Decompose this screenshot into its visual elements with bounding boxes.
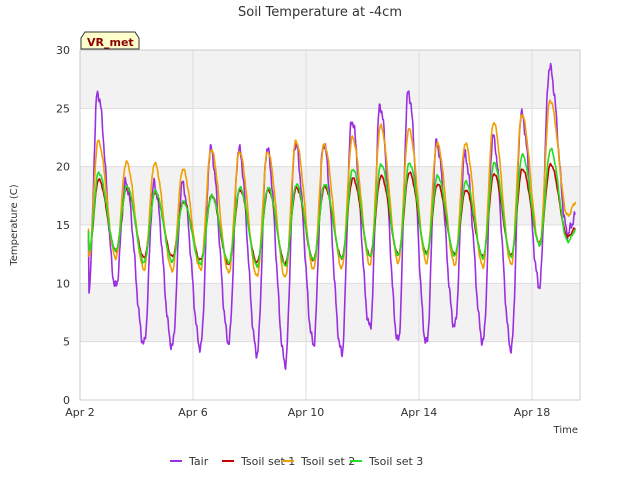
y-axis-label: Temperature (C) [9, 184, 20, 266]
series-line-tair [87, 62, 576, 371]
series-line-tsoil-set-3 [87, 147, 577, 269]
site-badge-label: VR_met [87, 36, 134, 49]
y-tick-labels: 0 5 10 15 20 25 30 [56, 44, 70, 407]
x-tick-label: Apr 2 [65, 406, 95, 419]
legend-label: Tair [188, 455, 209, 468]
x-tick-labels: Apr 2 Apr 6 Apr 10 Apr 14 Apr 18 [65, 406, 550, 419]
y-tick-label: 20 [56, 161, 70, 174]
site-badge: VR_met [80, 31, 140, 50]
x-tick-label: Apr 18 [514, 406, 551, 419]
legend-label: Tsoil set 1 [240, 455, 295, 468]
y-tick-label: 5 [63, 336, 70, 349]
y-tick-label: 10 [56, 277, 70, 290]
plot-band [80, 283, 580, 342]
y-tick-label: 15 [56, 219, 70, 232]
plot-band [80, 341, 580, 400]
x-axis-label: Time [553, 425, 578, 436]
plot-band [80, 108, 580, 167]
chart-title: Soil Temperature at -4cm [238, 5, 402, 20]
x-tick-label: Apr 10 [288, 406, 325, 419]
site-badge-box [80, 31, 140, 50]
y-tick-label: 25 [56, 102, 70, 115]
x-tick-label: Apr 14 [401, 406, 438, 419]
plot-frame [79, 49, 581, 401]
y-tick-label: 0 [63, 394, 70, 407]
legend-label: Tsoil set 2 [300, 455, 355, 468]
series-lines [87, 62, 577, 371]
series-line-tsoil-set-2 [87, 99, 577, 278]
plot-band [80, 50, 580, 109]
y-tick-label: 30 [56, 44, 70, 57]
x-tick-label: Apr 6 [178, 406, 208, 419]
legend-label: Tsoil set 3 [368, 455, 423, 468]
legend: Tair Tsoil set 1 Tsoil set 2 Tsoil set 3 [170, 455, 423, 468]
